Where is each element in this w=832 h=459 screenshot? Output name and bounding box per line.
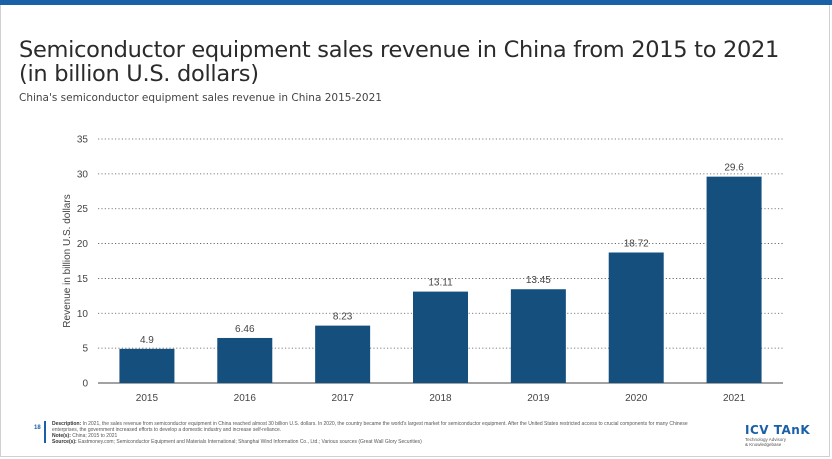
bar (217, 337, 273, 383)
sources-line: Source(s): Eastmoney.com; Semiconductor … (52, 439, 702, 445)
page-title: Semiconductor equipment sales revenue in… (19, 37, 780, 87)
bar (608, 252, 664, 383)
logo-tagline-1: Technology Advisory (745, 437, 787, 442)
x-tick-label: 2020 (625, 393, 648, 404)
y-tick-label: 25 (77, 204, 89, 215)
data-label: 29.6 (724, 163, 744, 174)
y-tick-label: 10 (77, 309, 89, 320)
y-tick-label: 15 (77, 274, 89, 285)
description-label: Description: (52, 421, 82, 427)
x-tick-label: 2017 (332, 393, 355, 404)
y-tick-label: 0 (82, 379, 88, 390)
x-tick-label: 2018 (429, 393, 452, 404)
data-label: 8.23 (333, 312, 353, 323)
description-text: In 2021, the sales revenue from semicond… (52, 421, 688, 433)
data-label: 18.72 (624, 238, 649, 249)
notes-text: China; 2015 to 2021 (72, 433, 118, 439)
logo-tagline-2: & Knowledgebase (745, 442, 782, 447)
sources-label: Source(s): (52, 439, 77, 445)
y-tick-label: 30 (77, 169, 89, 180)
y-tick-label: 20 (77, 239, 89, 250)
bar (315, 325, 371, 383)
y-tick-label: 35 (77, 135, 89, 146)
x-tick-label: 2016 (234, 393, 257, 404)
x-tick-label: 2019 (527, 393, 550, 404)
bar (706, 176, 762, 383)
top-accent-bar (0, 0, 832, 5)
footer-divider (44, 421, 46, 443)
y-tick-label: 5 (82, 344, 88, 355)
icv-tank-logo: ICV TAnK Technology Advisory & Knowledge… (745, 423, 810, 447)
data-label: 4.9 (140, 335, 154, 346)
data-label: 13.11 (428, 278, 453, 289)
data-label: 13.45 (526, 275, 551, 286)
footer-text: Description: In 2021, the sales revenue … (52, 421, 702, 445)
chart-subtitle: China's semiconductor equipment sales re… (19, 92, 382, 104)
slide-frame (0, 5, 830, 457)
x-tick-label: 2015 (136, 393, 159, 404)
page-number: 18 (34, 425, 41, 431)
bar (413, 291, 468, 383)
description-line: Description: In 2021, the sales revenue … (52, 421, 702, 433)
x-tick-label: 2021 (723, 393, 746, 404)
logo-name: ICV TAnK (745, 423, 811, 437)
data-label: 6.46 (235, 324, 255, 335)
notes-line: Note(s): China; 2015 to 2021 (52, 433, 702, 439)
bar (510, 289, 566, 383)
sources-text: Eastmoney.com; Semiconductor Equipment a… (78, 439, 422, 445)
y-axis-label: Revenue in billion U.S. dollars (62, 194, 73, 327)
notes-label: Note(s): (52, 433, 71, 439)
bar (119, 348, 175, 383)
